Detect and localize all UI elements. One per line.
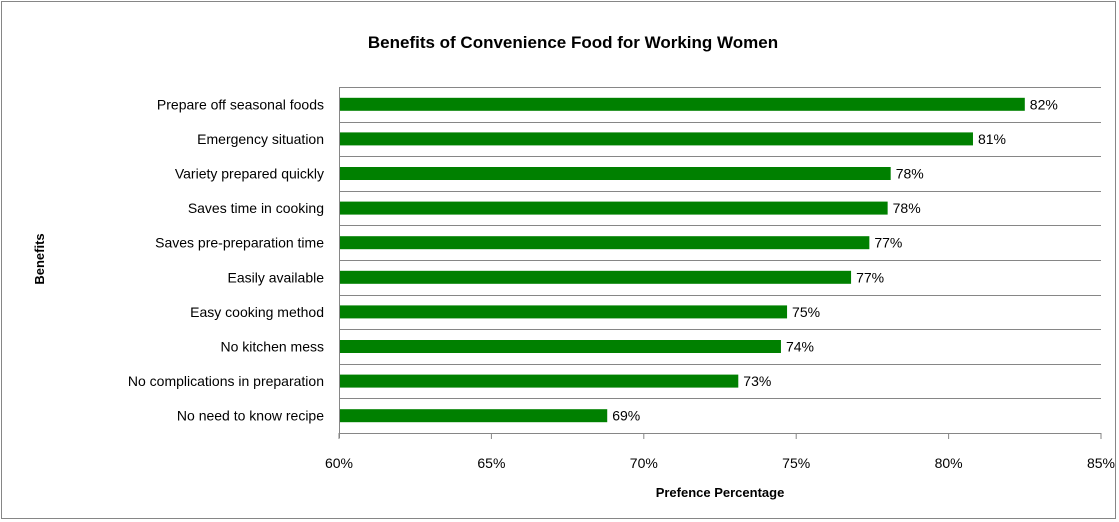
- data-label: 77%: [856, 269, 884, 285]
- data-label: 81%: [978, 131, 1006, 147]
- category-label: No need to know recipe: [177, 408, 324, 424]
- bar: [340, 132, 973, 146]
- x-tick-label: 65%: [477, 455, 505, 471]
- bar: [340, 236, 870, 250]
- bar: [340, 167, 891, 180]
- data-label: 78%: [896, 166, 924, 182]
- category-label: Prepare off seasonal foods: [157, 96, 324, 112]
- category-label: No kitchen mess: [221, 339, 324, 355]
- x-tick-label: 60%: [325, 455, 353, 471]
- bar: [340, 201, 888, 215]
- category-label: No complications in preparation: [128, 373, 324, 389]
- x-tick-label: 75%: [782, 455, 810, 471]
- x-axis-title: Prefence Percentage: [656, 485, 785, 500]
- data-label: 77%: [874, 235, 902, 251]
- x-tick-label: 70%: [630, 455, 658, 471]
- data-label: 75%: [792, 304, 820, 320]
- data-label: 82%: [1030, 96, 1058, 112]
- category-label: Saves pre-preparation time: [155, 235, 324, 251]
- bars: [340, 97, 1025, 423]
- data-label: 78%: [893, 200, 921, 216]
- bar: [340, 305, 788, 319]
- y-axis-title: Benefits: [32, 233, 47, 284]
- x-tick-labels: 60% 65% 70% 75% 80% 85%: [325, 433, 1115, 471]
- category-label: Saves time in cooking: [188, 200, 324, 216]
- bar: [340, 270, 852, 284]
- x-tick-label: 80%: [935, 455, 963, 471]
- x-tick-label: 85%: [1087, 455, 1115, 471]
- category-label: Emergency situation: [197, 131, 324, 147]
- data-labels: 82% 81% 78% 78% 77% 77% 75% 74% 73% 69%: [612, 96, 1058, 423]
- bar: [340, 340, 781, 353]
- data-label: 73%: [743, 373, 771, 389]
- bar: [340, 97, 1025, 111]
- gridlines: [339, 87, 1101, 434]
- data-label: 69%: [612, 408, 640, 424]
- bar: [340, 409, 608, 423]
- data-label: 74%: [786, 339, 814, 355]
- bar: [340, 374, 739, 388]
- category-label: Easily available: [228, 269, 325, 285]
- category-labels: Prepare off seasonal foods Emergency situ…: [128, 96, 324, 423]
- category-label: Easy cooking method: [190, 304, 324, 320]
- category-label: Variety prepared quickly: [175, 166, 324, 182]
- chart-title: Benefits of Convenience Food for Working…: [368, 33, 778, 52]
